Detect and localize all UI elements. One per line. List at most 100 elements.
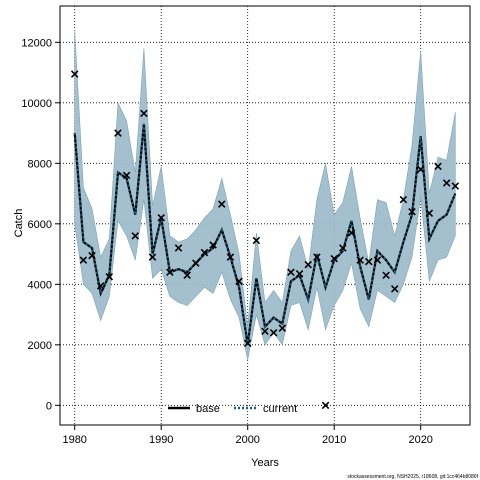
- observed-point: [166, 268, 174, 276]
- observed-point: [261, 327, 269, 335]
- observed-point-stroke: [339, 244, 347, 252]
- observed-point-stroke: [209, 241, 217, 249]
- observed-point: [451, 182, 460, 190]
- observed-point: [174, 244, 183, 252]
- legend: base current: [168, 403, 297, 415]
- observed-point: [390, 285, 399, 293]
- observed-point: [313, 253, 321, 261]
- observed-point: [321, 401, 330, 410]
- observed-point: [416, 165, 425, 174]
- confidence-band-layer: [74, 30, 456, 361]
- observed-point: [365, 257, 373, 266]
- observed-point: [183, 271, 191, 280]
- observed-point: [347, 229, 356, 237]
- observed-point: [226, 253, 235, 261]
- observed-points-layer: [70, 70, 460, 410]
- observed-point-stroke: [261, 327, 269, 335]
- x-tick-label: 1980: [62, 434, 86, 446]
- observed-point: [235, 277, 243, 286]
- observed-point: [304, 260, 313, 269]
- observed-point: [88, 251, 96, 260]
- x-tick-label: 2020: [408, 434, 432, 446]
- observed-point-stroke: [287, 268, 295, 276]
- observed-point-stroke: [390, 285, 399, 293]
- observed-point: [96, 282, 105, 290]
- observed-point-stroke: [425, 209, 434, 217]
- observed-point-stroke: [88, 251, 96, 260]
- observed-point-stroke: [217, 200, 226, 208]
- observed-point-stroke: [235, 277, 243, 286]
- observed-point: [399, 195, 408, 204]
- observed-point-stroke: [399, 195, 408, 204]
- y-axis-title: Catch: [13, 209, 25, 238]
- observed-point-stroke: [114, 129, 122, 137]
- x-tick-label: 2000: [235, 434, 259, 446]
- observed-point-stroke: [304, 260, 313, 269]
- observed-point: [157, 214, 165, 222]
- observed-point: [339, 244, 347, 252]
- footer-note: stockassessment.org, NSH2025, r18608, gi…: [347, 474, 478, 480]
- observed-point-stroke: [148, 253, 157, 261]
- observed-point-stroke: [382, 271, 390, 280]
- observed-point: [330, 254, 338, 263]
- legend-base-label: base: [196, 403, 220, 415]
- observed-point: [200, 248, 209, 257]
- observed-point-stroke: [416, 165, 425, 174]
- observed-point: [243, 339, 252, 348]
- observed-point-stroke: [140, 109, 148, 118]
- x-axis-title: Years: [251, 457, 279, 469]
- series-lines-layer: [73, 123, 457, 345]
- observed-point-stroke: [174, 244, 183, 252]
- observed-point-stroke: [347, 229, 356, 237]
- observed-point-stroke: [252, 236, 261, 245]
- legend-current-label: current: [263, 403, 297, 415]
- observed-point: [408, 207, 416, 216]
- observed-point-stroke: [278, 324, 287, 332]
- observed-point-stroke: [408, 207, 416, 216]
- observed-point: [105, 272, 114, 281]
- observed-point-stroke: [70, 70, 79, 78]
- observed-point-stroke: [269, 328, 278, 337]
- observed-point: [252, 236, 261, 245]
- observed-point: [79, 256, 88, 264]
- observed-point: [278, 324, 287, 332]
- observed-point: [140, 109, 148, 118]
- y-axis: 0 2000 4000 6000 8000 10000 12000: [21, 37, 60, 412]
- observed-point-stroke: [79, 256, 88, 264]
- observed-point: [217, 200, 226, 208]
- y-tick-label: 12000: [21, 37, 52, 49]
- observed-point-stroke: [365, 257, 373, 266]
- observed-point-stroke: [330, 254, 338, 263]
- observed-point-stroke: [183, 271, 191, 280]
- y-tick-label: 8000: [28, 158, 52, 170]
- observed-point-stroke: [105, 272, 114, 281]
- observed-point: [269, 328, 278, 337]
- observed-point-stroke: [356, 256, 364, 264]
- observed-point: [114, 129, 122, 137]
- observed-point-stroke: [434, 162, 442, 171]
- observed-point-stroke: [451, 182, 460, 190]
- observed-point: [295, 269, 304, 278]
- x-tick-label: 2010: [322, 434, 346, 446]
- observed-point-stroke: [96, 282, 105, 290]
- observed-point-stroke: [442, 179, 451, 187]
- y-tick-label: 2000: [28, 340, 52, 352]
- observed-point-stroke: [295, 269, 304, 278]
- x-tick-label: 1990: [149, 434, 173, 446]
- observed-point: [373, 256, 382, 264]
- observed-point: [192, 259, 200, 267]
- observed-point-stroke: [166, 268, 174, 276]
- y-tick-label: 4000: [28, 279, 52, 291]
- y-tick-label: 0: [46, 400, 52, 412]
- observed-point: [131, 232, 140, 240]
- observed-point: [356, 256, 364, 264]
- observed-point-stroke: [200, 248, 209, 257]
- plot-frame: [59, 5, 471, 426]
- observed-point: [382, 271, 390, 280]
- observed-point: [209, 241, 217, 249]
- observed-point: [434, 162, 442, 171]
- observed-point-stroke: [313, 253, 321, 261]
- observed-point: [122, 171, 131, 180]
- observed-point: [442, 179, 451, 187]
